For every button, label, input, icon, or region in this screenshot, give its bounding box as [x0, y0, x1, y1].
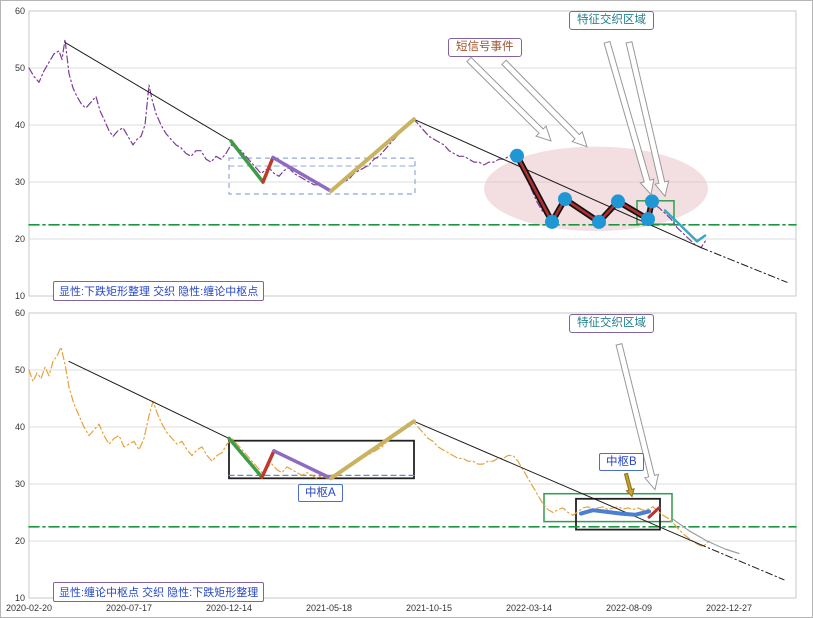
signal-dot — [592, 214, 606, 229]
y-tick-label: 10 — [15, 291, 25, 301]
short-signal-arrow-2 — [501, 59, 588, 148]
segment-red — [260, 449, 276, 479]
x-tick-label: 2021-05-18 — [306, 603, 352, 613]
y-tick-label: 30 — [15, 479, 25, 489]
y-tick-label: 40 — [15, 422, 25, 432]
x-tick-label: 2022-08-09 — [606, 603, 652, 613]
signal-dot — [645, 194, 659, 209]
signal-dot — [641, 212, 655, 227]
feature-arrow — [615, 342, 660, 491]
signal-dot — [510, 148, 524, 163]
trend-ext-dashdot — [700, 247, 788, 283]
annotation-pivot-b: 中枢B — [599, 453, 644, 471]
pivot-b-arrow — [623, 472, 635, 498]
y-tick-label: 30 — [15, 177, 25, 187]
pivot-a-rect — [228, 439, 415, 480]
price-line — [28, 346, 710, 548]
y-tick-label: 40 — [15, 120, 25, 130]
x-tick-label: 2020-02-20 — [6, 603, 52, 613]
trend-line-2 — [413, 118, 702, 249]
x-tick-label: 2022-03-14 — [506, 603, 552, 613]
annotation-short-signal-event: 短信号事件 — [448, 38, 522, 57]
x-tick-label: 2022-12-27 — [706, 603, 752, 613]
y-tick-label: 10 — [15, 593, 25, 603]
y-tick-label: 50 — [15, 365, 25, 375]
x-tick-label: 2020-12-14 — [206, 603, 252, 613]
x-tick-label: 2020-07-17 — [106, 603, 152, 613]
trend-line-2 — [413, 420, 700, 545]
pivot-b-rect — [575, 497, 661, 531]
trend-line-1 — [64, 41, 232, 142]
y-tick-label: 60 — [15, 6, 25, 16]
segment-purple — [271, 155, 333, 193]
feature-arrow-2 — [625, 41, 670, 198]
trend-ext-dashdot — [698, 543, 785, 581]
segment-red — [261, 155, 275, 184]
panel-border — [28, 312, 797, 599]
annotation-feature-interweave-bottom: 特征交织区域 — [569, 314, 654, 333]
x-tick-label: 2021-10-15 — [406, 603, 452, 613]
feature-rect-green — [543, 492, 673, 523]
pivot-b-line-blue — [579, 508, 651, 517]
caption-bottom-panel: 显性:缠论中枢点 交织 隐性:下跌矩形整理 — [53, 582, 265, 602]
segment-green — [229, 139, 265, 184]
segment-purple — [272, 449, 333, 481]
trend-line-1 — [68, 360, 230, 439]
caption-top-panel: 显性:下跌矩形整理 交织 隐性:缠论中枢点 — [53, 281, 265, 301]
consolidation-rect-dashed — [228, 157, 416, 195]
signal-dot — [558, 192, 572, 207]
segment-green — [227, 436, 264, 479]
short-signal-arrow-1 — [466, 56, 552, 142]
segment-tan — [329, 419, 416, 481]
y-tick-label: 20 — [15, 234, 25, 244]
annotation-pivot-a: 中枢A — [298, 484, 343, 502]
annotation-feature-interweave-top: 特征交织区域 — [569, 11, 654, 30]
feature-arrow-1 — [603, 40, 655, 196]
panel-border — [28, 10, 797, 297]
exit-line-teal — [663, 209, 707, 243]
segment-tan — [329, 117, 416, 194]
signal-dot — [545, 214, 559, 229]
signal-dot — [611, 194, 625, 209]
pivot-b-tick-red — [647, 506, 661, 519]
y-tick-label: 20 — [15, 536, 25, 546]
y-tick-label: 60 — [15, 308, 25, 318]
y-tick-label: 50 — [15, 63, 25, 73]
tail-line-gray — [672, 518, 740, 555]
